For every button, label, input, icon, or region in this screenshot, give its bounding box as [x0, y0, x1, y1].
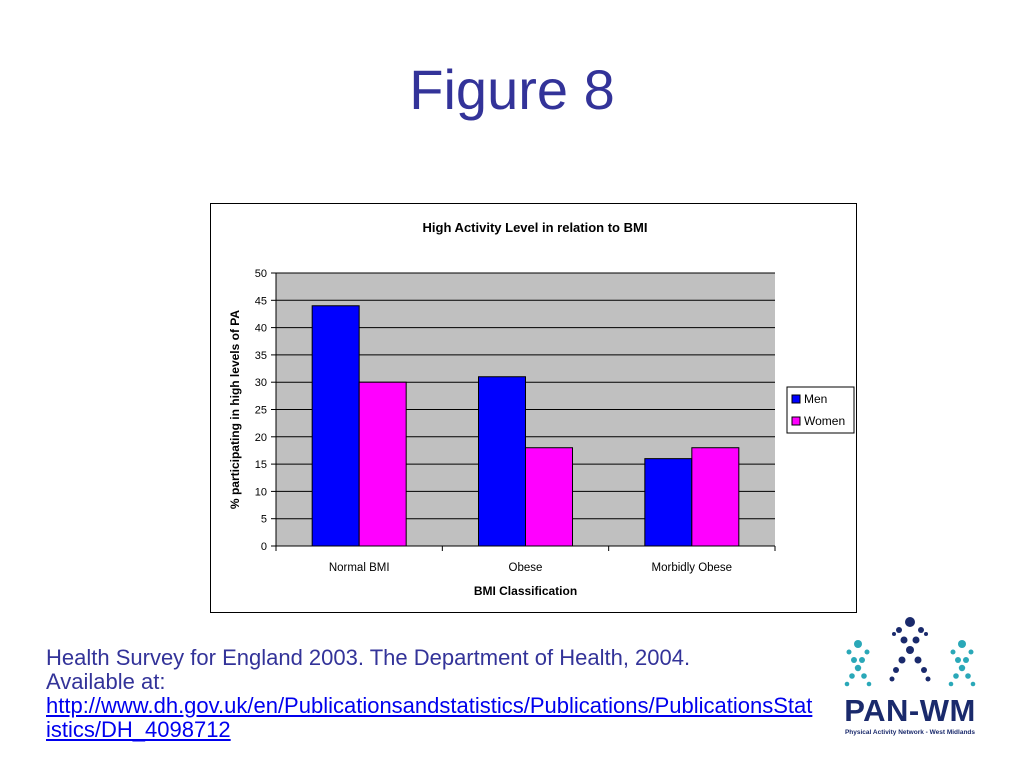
logo-figures-icon	[844, 617, 976, 687]
citation: Health Survey for England 2003. The Depa…	[46, 646, 816, 742]
bar-women	[525, 447, 573, 547]
citation-link[interactable]: http://www.dh.gov.uk/en/Publicationsands…	[46, 693, 813, 742]
y-axis-label: % participating in high levels of PA	[228, 310, 242, 509]
y-tick-label: 30	[255, 377, 267, 389]
chart-frame: High Activity Level in relation to BMI 0 5…	[210, 203, 857, 613]
bar-women	[358, 381, 407, 547]
legend-swatch-men	[791, 394, 801, 404]
chart-title: High Activity Level in relation to BMI	[423, 220, 648, 235]
bar-women	[691, 447, 740, 547]
slide-title: Figure 8	[409, 58, 615, 121]
bar-men	[644, 458, 693, 547]
x-tick-label: Normal BMI	[329, 562, 390, 574]
y-tick-label: 0	[261, 541, 267, 553]
citation-source: Health Survey for England 2003. The Depa…	[46, 645, 691, 670]
x-axis-label: BMI Classification	[474, 584, 577, 598]
y-tick-label: 10	[255, 486, 267, 498]
legend-label-men: Men	[804, 392, 827, 406]
y-tick-label: 5	[261, 514, 267, 526]
x-tick-label: Morbidly Obese	[652, 562, 733, 574]
bar-men	[311, 305, 360, 547]
y-tick-label: 25	[255, 405, 267, 417]
bar-men	[478, 376, 526, 547]
y-tick-label: 20	[255, 432, 267, 444]
legend-swatch-women	[791, 416, 801, 426]
logo-tagline: Physical Activity Network - West Midland…	[844, 729, 976, 736]
legend-label-women: Women	[804, 414, 845, 428]
y-tick-label: 15	[255, 459, 267, 471]
y-tick-label: 45	[255, 295, 267, 307]
citation-available-at: Available at:	[46, 669, 166, 694]
y-tick-label: 40	[255, 323, 267, 335]
bar-chart: High Activity Level in relation to BMI 0 5…	[228, 220, 855, 598]
logo-wordmark: PAN-WM	[844, 693, 976, 728]
y-tick-label: 50	[255, 268, 267, 280]
pan-wm-logo: PAN-WM Physical Activity Network - West …	[830, 612, 990, 742]
x-tick-label: Obese	[509, 562, 543, 574]
y-tick-label: 35	[255, 350, 267, 362]
